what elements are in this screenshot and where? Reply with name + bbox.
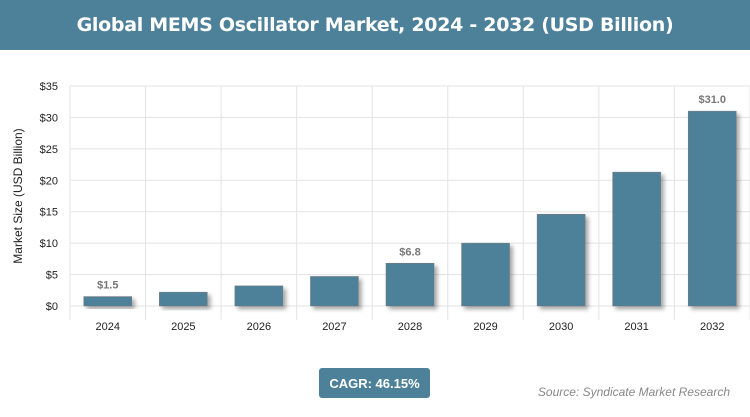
y-axis-label: Market Size (USD Billion) [11,128,25,263]
y-tick-label: $5 [46,270,58,282]
x-tick-label: 2028 [398,321,422,333]
x-tick-label: 2031 [624,321,648,333]
cagr-badge: CAGR: 46.15% [319,368,430,398]
data-label: $31.0 [698,94,726,106]
y-tick-label: $20 [40,175,58,187]
bar-2030 [536,213,586,307]
x-tick-label: 2032 [700,321,724,333]
bar-2025 [159,291,208,307]
x-tick-label: 2024 [96,321,120,333]
chart-title: Global MEMS Oscillator Market, 2024 - 20… [0,0,750,50]
bar-2032 [687,110,737,307]
bar-2029 [461,242,510,307]
bar-2028 [385,263,435,307]
data-label: $6.8 [399,246,420,258]
y-tick-label: $0 [46,301,58,313]
x-tick-label: 2026 [247,321,271,333]
y-tick-label: $10 [40,238,58,250]
y-tick-label: $15 [40,207,58,219]
bar-2031 [612,171,661,307]
y-tick-label: $30 [40,112,58,124]
x-tick-label: 2030 [549,321,573,333]
x-tick-label: 2025 [171,321,195,333]
y-tick-label: $25 [40,144,58,156]
x-tick-label: 2027 [322,321,346,333]
y-tick-label: $35 [40,81,58,93]
data-label: $1.5 [97,280,118,292]
x-tick-label: 2029 [473,321,497,333]
bar-2027 [310,276,359,307]
bar-chart: $0 $5 $10 $15 $20 $25 $30 $35 2024 $1.5 2025 2026 20… [11,81,750,333]
bar-2024 [83,296,133,307]
source-note: Source: Syndicate Market Research [537,385,730,399]
bar-2026 [234,285,284,307]
